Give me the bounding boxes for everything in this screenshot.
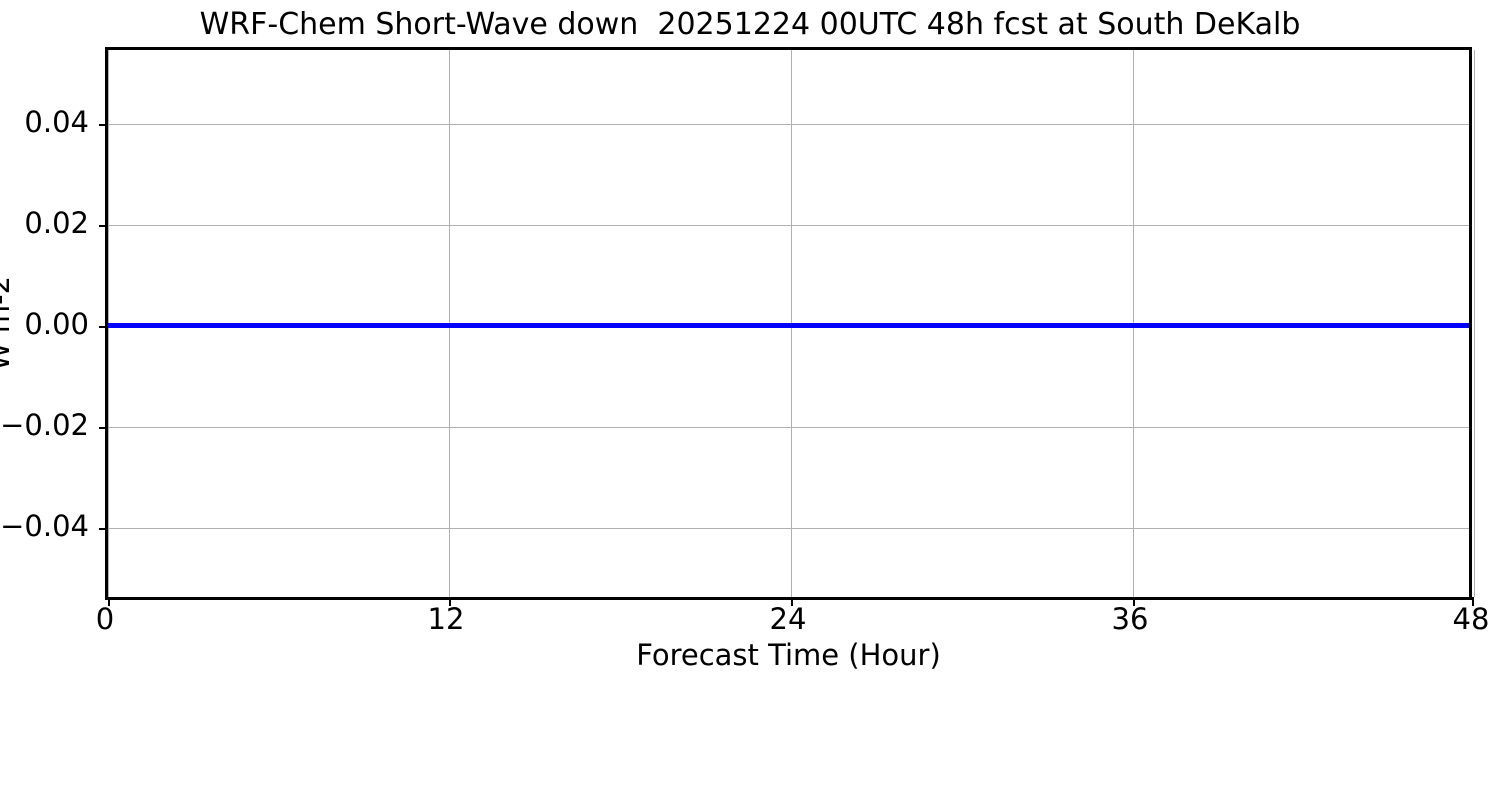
- series-line-short-wave-down: [108, 323, 1469, 328]
- tick-x-12: [449, 597, 451, 606]
- tick-y-0.00: [99, 326, 108, 328]
- ticklabel-x-0: 0: [95, 602, 115, 636]
- ticklabel-y-0.04: 0.04: [24, 105, 89, 139]
- ticklabel-x-24: 24: [769, 602, 807, 636]
- ticklabel-y-0.00: 0.00: [24, 307, 89, 341]
- gridline-y-0.04: [108, 124, 1469, 125]
- gridline-y--0.02: [108, 427, 1469, 428]
- tick-y-0.04: [99, 124, 108, 126]
- ticklabel-x-48: 48: [1452, 602, 1490, 636]
- tick-x-48: [1472, 597, 1474, 606]
- tick-y--0.02: [99, 427, 108, 429]
- gridline-y-0.02: [108, 225, 1469, 226]
- tick-x-36: [1133, 597, 1135, 606]
- ticklabel-y--0.02: −0.02: [0, 408, 89, 442]
- gridline-y--0.04: [108, 528, 1469, 529]
- ticklabel-x-36: 36: [1111, 602, 1149, 636]
- ticklabel-y-0.02: 0.02: [24, 206, 89, 240]
- tick-y--0.04: [99, 528, 108, 530]
- ticklabel-y--0.04: −0.04: [0, 509, 89, 543]
- gridline-x-48: [1474, 50, 1475, 597]
- tick-x-24: [791, 597, 793, 606]
- y-axis-label-container: W m-2: [0, 47, 12, 600]
- ticklabel-x-12: 12: [427, 602, 465, 636]
- plot-area: [99, 47, 1475, 606]
- tick-y-0.02: [99, 225, 108, 227]
- chart-title: WRF-Chem Short-Wave down 20251224 00UTC …: [199, 7, 1301, 42]
- tick-x-0: [108, 597, 110, 606]
- y-axis-label: W m-2: [0, 275, 12, 371]
- x-axis-label: Forecast Time (Hour): [636, 638, 941, 672]
